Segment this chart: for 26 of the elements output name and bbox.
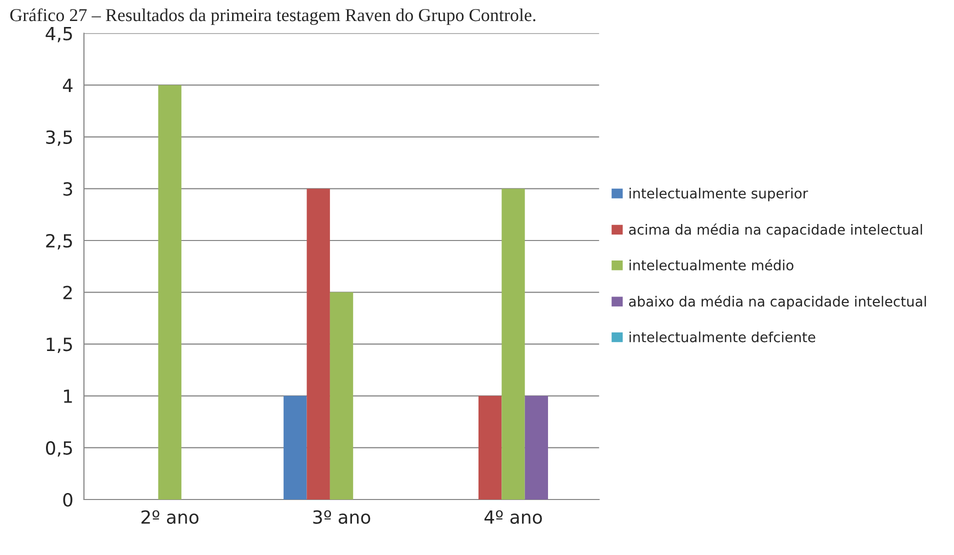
bar (158, 85, 182, 500)
x-tick-label: 2º ano (141, 510, 198, 524)
y-tick-label: 0,5 (46, 441, 72, 457)
legend-label: abaixo da média na capacidade intelectual (629, 295, 926, 310)
y-tick-label: 0 (63, 492, 72, 507)
bar (284, 396, 307, 500)
legend-label: intelectualmente médio (630, 259, 794, 270)
bar (330, 292, 354, 500)
y-tick-label: 2 (63, 286, 72, 300)
legend-label: intelectualmente defciente (630, 332, 816, 342)
chart-title: Gráfico 27 – Resultados da primeira testagem Raven do Grupo Controle. (10, 8, 536, 25)
bar (478, 396, 502, 500)
y-tick-label: 3 (63, 182, 72, 196)
y-tick-label: 4 (62, 78, 73, 92)
x-tick-label: 4º ano (484, 510, 542, 524)
y-tick-label: 1 (64, 390, 72, 403)
bar (524, 396, 548, 500)
y-tick-label: 4,5 (46, 26, 72, 42)
bar (306, 188, 330, 500)
y-tick-label: 2,5 (46, 234, 72, 250)
y-tick-label: 3,5 (46, 130, 72, 146)
y-tick-label: 1,5 (46, 338, 72, 354)
bar (502, 188, 525, 500)
x-tick-label: 3º ano (313, 510, 370, 524)
legend-label: intelectualmente superior (630, 188, 808, 202)
legend-label: acima da média na capacidade intelectual (629, 223, 922, 238)
